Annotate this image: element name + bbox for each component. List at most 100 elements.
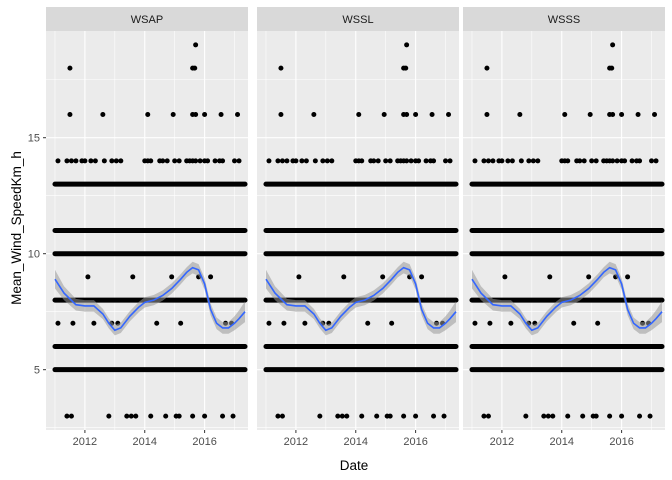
data-point bbox=[220, 413, 226, 419]
x-tick-label: 2012 bbox=[73, 436, 97, 448]
data-point bbox=[550, 413, 556, 419]
data-point bbox=[431, 158, 437, 164]
data-point bbox=[303, 158, 309, 164]
data-point bbox=[85, 274, 91, 280]
data-point bbox=[446, 112, 452, 118]
data-point bbox=[413, 413, 419, 419]
data-point bbox=[484, 65, 490, 71]
data-point bbox=[317, 413, 323, 419]
data-point bbox=[587, 112, 593, 118]
facet-strip-label: WSSL bbox=[342, 14, 373, 26]
y-tick-label: 10 bbox=[28, 249, 40, 261]
data-point bbox=[614, 158, 620, 164]
data-point bbox=[484, 112, 490, 118]
data-point bbox=[589, 158, 595, 164]
data-point bbox=[595, 320, 601, 326]
smooth-line bbox=[265, 266, 457, 332]
data-point bbox=[128, 413, 134, 419]
x-axis-title: Date bbox=[340, 458, 369, 473]
x-axis: 2012 2014 2016 2012 2014 2016 2012 2014 2016 bbox=[73, 430, 634, 448]
data-point bbox=[431, 413, 437, 419]
y-tick-label: 5 bbox=[34, 365, 40, 377]
data-point bbox=[205, 158, 211, 164]
points-layer bbox=[469, 42, 665, 419]
smooth-line bbox=[471, 266, 663, 332]
data-point bbox=[296, 274, 302, 280]
facet-strip bbox=[463, 7, 665, 31]
data-point bbox=[88, 158, 94, 164]
data-point bbox=[312, 158, 318, 164]
data-point bbox=[637, 158, 643, 164]
data-point bbox=[55, 320, 61, 326]
data-point bbox=[637, 413, 643, 419]
data-point bbox=[441, 413, 447, 419]
data-point bbox=[571, 320, 577, 326]
data-point bbox=[212, 158, 218, 164]
y-axis: 5 10 15 bbox=[28, 133, 46, 377]
data-point bbox=[577, 158, 583, 164]
data-point bbox=[408, 158, 414, 164]
data-point bbox=[499, 158, 505, 164]
data-point bbox=[236, 158, 242, 164]
data-point bbox=[653, 158, 659, 164]
data-point bbox=[67, 112, 73, 118]
data-point bbox=[169, 274, 175, 280]
data-point bbox=[130, 274, 136, 280]
data-point bbox=[230, 413, 236, 419]
data-point bbox=[172, 158, 178, 164]
data-point bbox=[284, 158, 290, 164]
data-point bbox=[490, 158, 496, 164]
data-point bbox=[68, 413, 74, 419]
x-tick-label: 2014 bbox=[550, 436, 574, 448]
data-point bbox=[266, 158, 272, 164]
data-point bbox=[472, 320, 478, 326]
x-tick-label: 2014 bbox=[344, 436, 368, 448]
data-point bbox=[619, 112, 625, 118]
data-point bbox=[505, 158, 511, 164]
data-point bbox=[383, 158, 389, 164]
data-point bbox=[339, 413, 345, 419]
data-point bbox=[593, 413, 599, 419]
data-point bbox=[485, 158, 491, 164]
data-point bbox=[371, 158, 377, 164]
data-point bbox=[523, 413, 529, 419]
data-point bbox=[481, 413, 487, 419]
data-point bbox=[607, 413, 613, 419]
data-point bbox=[92, 158, 98, 164]
data-point bbox=[281, 320, 287, 326]
data-point bbox=[208, 274, 214, 280]
data-point bbox=[447, 158, 453, 164]
data-point bbox=[359, 413, 365, 419]
data-point bbox=[547, 274, 553, 280]
data-point bbox=[67, 65, 73, 71]
data-point bbox=[389, 320, 395, 326]
data-point bbox=[416, 158, 422, 164]
data-point bbox=[365, 320, 371, 326]
data-point bbox=[652, 112, 658, 118]
data-point bbox=[404, 42, 410, 48]
data-point bbox=[118, 158, 124, 164]
data-point bbox=[359, 158, 365, 164]
data-point bbox=[133, 413, 139, 419]
data-point bbox=[374, 413, 380, 419]
data-point bbox=[278, 112, 284, 118]
data-point bbox=[320, 158, 326, 164]
x-tick-label: 2016 bbox=[403, 436, 427, 448]
data-point bbox=[106, 413, 112, 419]
data-point bbox=[148, 158, 154, 164]
data-point bbox=[622, 158, 628, 164]
data-point bbox=[508, 320, 514, 326]
data-point bbox=[565, 413, 571, 419]
facet-strip bbox=[257, 7, 459, 31]
data-point bbox=[164, 158, 170, 164]
data-point bbox=[635, 112, 641, 118]
data-point bbox=[202, 413, 208, 419]
data-point bbox=[193, 158, 199, 164]
y-axis-title: Mean_Wind_SpeedKm_h bbox=[9, 151, 24, 305]
data-point bbox=[170, 112, 176, 118]
data-point bbox=[610, 158, 616, 164]
data-point bbox=[101, 158, 107, 164]
data-point bbox=[145, 112, 151, 118]
data-point bbox=[381, 112, 387, 118]
